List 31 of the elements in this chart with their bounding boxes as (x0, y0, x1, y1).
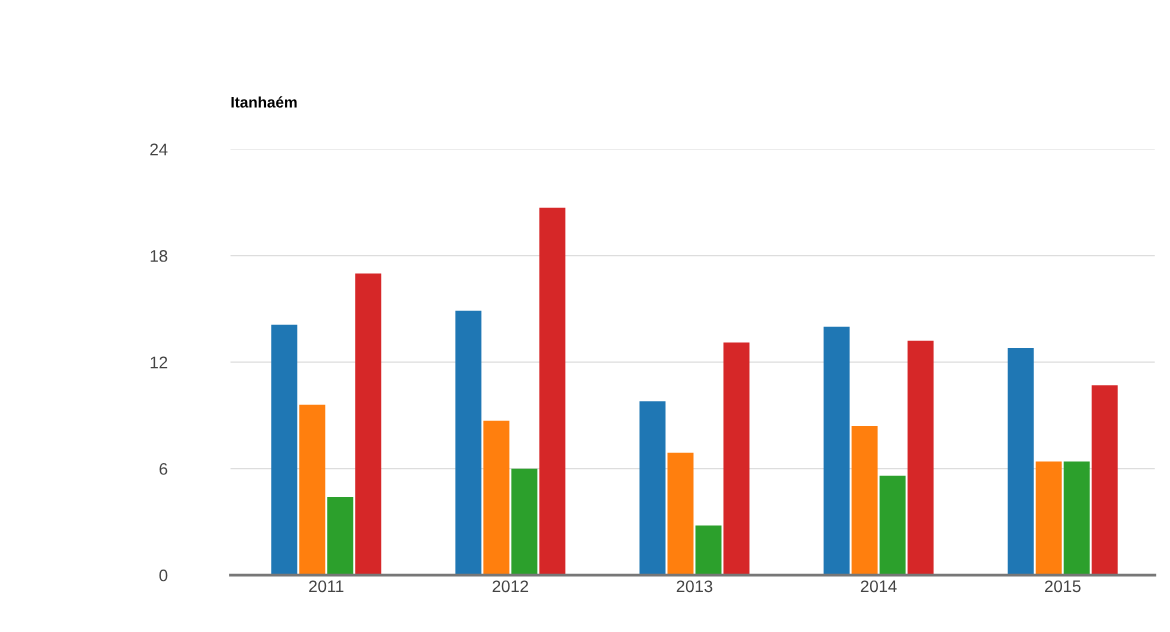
x-tick-label: 2011 (309, 580, 344, 593)
y-tick-label: 6 (159, 463, 168, 475)
bar (1007, 347, 1034, 576)
bar (667, 452, 694, 576)
x-tick-label: 2012 (492, 580, 529, 593)
bar (695, 525, 722, 576)
bar (907, 340, 934, 576)
bar (1091, 385, 1118, 576)
bar (823, 326, 850, 576)
bar (879, 475, 906, 576)
x-tick-label: 2015 (1045, 580, 1081, 593)
chart-title: Itanhaém (231, 96, 297, 108)
y-tick-label: 18 (150, 250, 168, 262)
x-tick-label: 2014 (860, 580, 897, 593)
bar (511, 468, 538, 576)
y-tick-label: 24 (150, 143, 168, 156)
bar (355, 273, 382, 576)
y-tick-label: 12 (150, 356, 168, 369)
bar (327, 497, 354, 576)
bar (723, 342, 750, 576)
bar (1035, 461, 1062, 576)
bar (851, 426, 878, 576)
bar (1063, 461, 1090, 576)
bar (483, 420, 510, 576)
x-tick-label: 2013 (676, 580, 713, 593)
bar (639, 401, 666, 576)
y-tick-label: 0 (159, 569, 168, 582)
bar (271, 324, 298, 576)
bar (455, 310, 482, 576)
bar (299, 404, 326, 576)
bar (539, 207, 566, 576)
